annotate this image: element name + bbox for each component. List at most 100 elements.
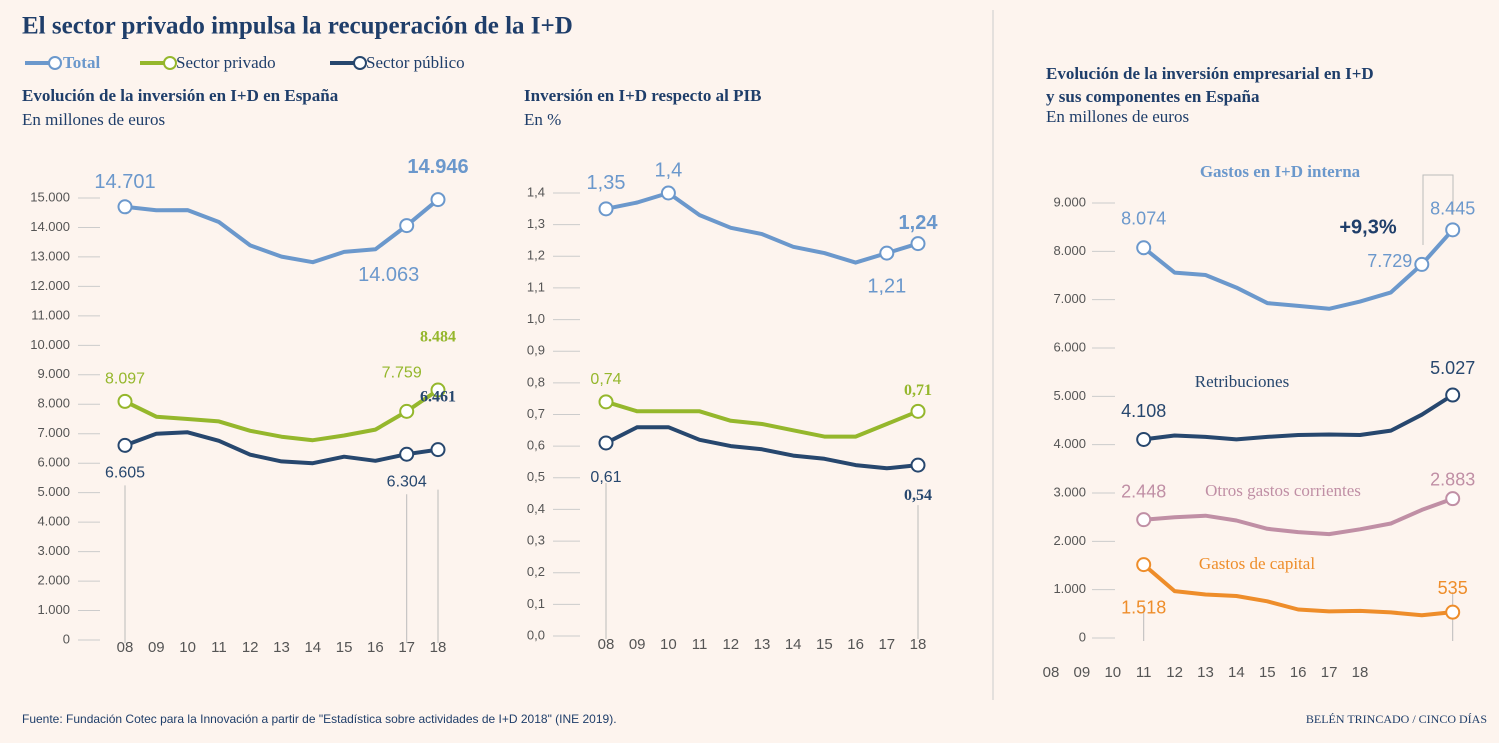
data-label: 0,71 [904, 382, 932, 399]
series-line [124, 198, 440, 265]
page-title: El sector privado impulsa la recuperació… [22, 13, 573, 40]
legend-marker [48, 56, 62, 70]
y-tick-label: 5.000 [37, 484, 70, 499]
legend-label: Sector público [366, 53, 465, 72]
y-tick-label: 3.000 [37, 543, 70, 558]
point [910, 403, 926, 419]
x-tick-label: 13 [273, 639, 290, 656]
legend-marker [163, 56, 177, 70]
x-tick-label: 11 [1136, 664, 1152, 681]
y-tick-label: 0 [1079, 629, 1086, 644]
x-tick-label: 16 [1290, 664, 1307, 681]
y-tick-label: 4.000 [37, 514, 70, 529]
x-tick-label: 09 [1074, 664, 1091, 681]
y-tick-label: 0,5 [527, 469, 545, 484]
x-tick-label: 10 [660, 636, 677, 653]
legend-label: Total [63, 53, 100, 72]
y-tick-label: 2.000 [37, 573, 70, 588]
x-tick-label: 18 [910, 636, 927, 653]
x-tick-label: 13 [1197, 664, 1214, 681]
chart-subtitle: En % [524, 110, 561, 129]
y-tick-label: 1,2 [527, 248, 545, 263]
point [879, 245, 895, 261]
point [1136, 431, 1152, 447]
x-tick-label: 17 [878, 636, 895, 653]
point [910, 457, 926, 473]
y-tick-label: 9.000 [37, 366, 70, 381]
data-label: 14.946 [407, 156, 468, 178]
point [399, 403, 415, 419]
point [598, 435, 614, 451]
y-tick-label: 1,1 [527, 279, 545, 294]
y-tick-label: 1.000 [1053, 581, 1086, 596]
y-tick-label: 3.000 [1053, 484, 1086, 499]
x-tick-label: 18 [430, 639, 447, 656]
series-line [124, 430, 439, 466]
series-line [1142, 563, 1453, 618]
x-tick-label: 11 [692, 636, 708, 653]
point [1136, 512, 1152, 528]
point [1136, 240, 1152, 256]
data-label: 2.448 [1121, 481, 1166, 501]
x-tick-label: 10 [1104, 664, 1121, 681]
x-tick-label: 14 [785, 636, 802, 653]
point [117, 393, 133, 409]
series-line [605, 191, 919, 265]
data-label: 7.759 [382, 365, 422, 382]
y-tick-label: 0,9 [527, 343, 545, 358]
x-tick-label: 15 [816, 636, 833, 653]
series-line [1142, 228, 1455, 311]
data-label: 1,4 [654, 159, 682, 181]
series-label: Gastos en I+D interna [1200, 162, 1361, 181]
y-tick-label: 15.000 [30, 189, 70, 204]
series-label: Gastos de capital [1199, 554, 1315, 573]
chart-subtitle: En millones de euros [1046, 107, 1189, 126]
point [1445, 604, 1461, 620]
data-label: 5.027 [1430, 358, 1475, 378]
annotation: +9,3% [1339, 216, 1396, 238]
series-label: Otros gastos corrientes [1205, 481, 1361, 500]
y-tick-label: 7.000 [37, 425, 70, 440]
y-tick-label: 12.000 [30, 278, 70, 293]
data-label: 14.063 [358, 264, 419, 286]
series-line [1143, 496, 1454, 537]
y-tick-label: 0,8 [527, 374, 545, 389]
point [598, 201, 614, 217]
data-label: 6.605 [105, 465, 145, 482]
y-tick-label: 0 [63, 631, 70, 646]
x-tick-label: 08 [1043, 664, 1060, 681]
chart-title: Inversión en I+D respecto al PIB [524, 86, 761, 105]
point [117, 199, 133, 215]
y-tick-label: 11.000 [31, 307, 70, 322]
point [1445, 222, 1461, 238]
y-tick-label: 10.000 [30, 337, 70, 352]
x-tick-label: 08 [117, 639, 134, 656]
source: Fuente: Fundación Cotec para la Innovaci… [22, 712, 617, 726]
data-label: 1,24 [899, 212, 939, 234]
y-tick-label: 14.000 [30, 219, 70, 234]
series-line [1143, 393, 1454, 442]
x-tick-label: 12 [242, 639, 259, 656]
data-label: 8.074 [1121, 209, 1166, 229]
credit: BELÉN TRINCADO / CINCO DÍAS [1306, 712, 1487, 726]
x-tick-label: 17 [1321, 664, 1338, 681]
point [430, 382, 446, 398]
chart-title: Evolución de la inversión en I+D en Espa… [22, 86, 339, 105]
point [117, 437, 133, 453]
data-label: 0,54 [904, 487, 932, 504]
point [1136, 557, 1152, 573]
point [598, 394, 614, 410]
y-tick-label: 0,0 [527, 627, 545, 642]
series-line [605, 425, 919, 471]
data-label: 8.097 [105, 371, 145, 388]
data-label: 6.304 [387, 473, 427, 490]
data-label: 8.484 [420, 329, 456, 346]
point [1414, 256, 1430, 272]
point [1445, 491, 1461, 507]
x-tick-label: 13 [754, 636, 771, 653]
x-tick-label: 11 [211, 639, 227, 656]
x-tick-label: 08 [598, 636, 615, 653]
y-tick-label: 6.000 [1053, 339, 1086, 354]
y-tick-label: 0,3 [527, 533, 545, 548]
